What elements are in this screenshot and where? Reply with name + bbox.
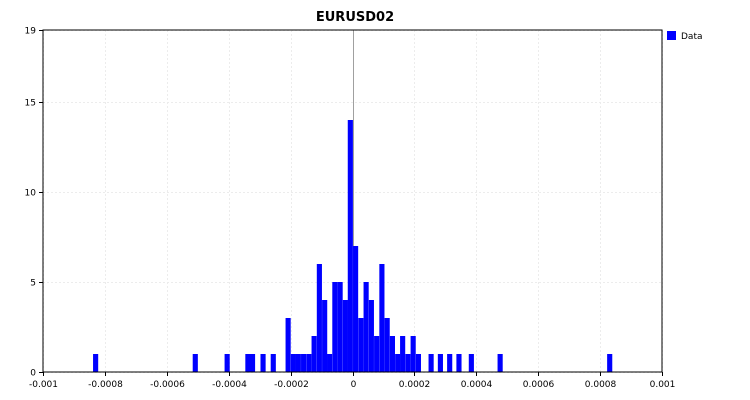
- y-tick-label: 5: [30, 279, 36, 289]
- y-tick-label: 10: [25, 189, 37, 199]
- y-tick-label: 0: [30, 369, 36, 379]
- x-axis-ticks: -0.001 -0.0008 -0.0006 -0.0004 -0.0002 0 0.000…: [29, 372, 675, 390]
- histogram-bar: [337, 282, 343, 372]
- bars: [93, 120, 613, 372]
- histogram-bar: [332, 282, 338, 372]
- histogram-bar: [224, 354, 230, 372]
- y-tick-label: 19: [25, 27, 37, 37]
- histogram-bar: [468, 354, 474, 372]
- histogram-bar: [311, 336, 317, 372]
- histogram-bar: [353, 246, 359, 372]
- y-tick-label: 15: [25, 99, 36, 109]
- histogram-bar: [295, 354, 301, 372]
- histogram-bar: [347, 120, 353, 372]
- histogram-bar: [260, 354, 266, 372]
- histogram-bar: [428, 354, 434, 372]
- histogram-bar: [270, 354, 276, 372]
- histogram-bar: [379, 264, 385, 372]
- histogram-bar: [363, 282, 369, 372]
- histogram-bar: [437, 354, 443, 372]
- x-tick-label: 0.0008: [585, 380, 617, 390]
- histogram-bar: [245, 354, 251, 372]
- histogram-bar: [358, 318, 364, 372]
- x-tick-label: -0.001: [29, 380, 58, 390]
- histogram-bar: [607, 354, 613, 372]
- y-axis-ticks: 0 5 10 15 19: [25, 27, 43, 379]
- x-tick-label: 0: [351, 380, 357, 390]
- x-tick-label: 0.0004: [461, 380, 493, 390]
- plot-area-frame: [42, 29, 663, 373]
- legend: Data: [667, 31, 703, 42]
- legend-swatch: [667, 31, 676, 40]
- histogram-bar: [301, 354, 307, 372]
- histogram-bar: [322, 300, 328, 372]
- histogram-bar: [400, 336, 406, 372]
- histogram-bar: [316, 264, 322, 372]
- histogram-bar: [456, 354, 462, 372]
- histogram-bar: [327, 354, 333, 372]
- histogram-bar: [395, 354, 401, 372]
- x-tick-label: -0.0006: [150, 380, 185, 390]
- x-tick-label: -0.0008: [88, 380, 123, 390]
- legend-label: Data: [681, 32, 703, 42]
- histogram-bar: [374, 336, 380, 372]
- histogram-bar: [405, 354, 411, 372]
- histogram-bar: [415, 354, 421, 372]
- histogram-bar: [497, 354, 503, 372]
- x-tick-label: -0.0002: [274, 380, 309, 390]
- chart-title: EURUSD02: [316, 10, 394, 25]
- histogram-bar: [342, 300, 348, 372]
- x-tick-label: 0.001: [650, 380, 676, 390]
- x-tick-label: 0.0002: [399, 380, 431, 390]
- histogram-bar: [290, 354, 296, 372]
- x-tick-label: 0.0006: [523, 380, 555, 390]
- histogram-bar: [368, 300, 374, 372]
- histogram-bar: [306, 354, 312, 372]
- histogram-bar: [192, 354, 198, 372]
- histogram-bar: [384, 318, 390, 372]
- histogram-bar: [410, 336, 416, 372]
- histogram-bar: [249, 354, 256, 372]
- x-tick-label: -0.0004: [212, 380, 247, 390]
- histogram-bar: [389, 336, 395, 372]
- histogram-bar: [93, 354, 99, 372]
- histogram-bar: [447, 354, 453, 372]
- histogram-bar: [285, 318, 291, 372]
